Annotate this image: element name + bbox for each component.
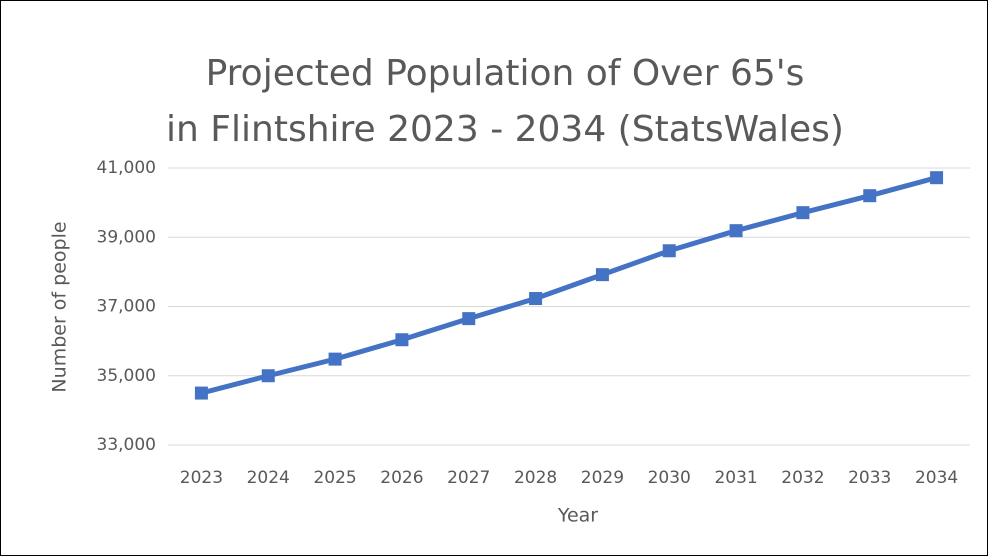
marker <box>395 333 409 347</box>
marker <box>863 189 877 203</box>
y-tick-label: 41,000 <box>97 158 156 178</box>
marker <box>328 352 342 366</box>
marker <box>930 171 944 185</box>
x-tick-label: 2024 <box>247 468 290 488</box>
marker <box>194 386 208 400</box>
x-tick-label: 2033 <box>848 468 891 488</box>
x-tick-label: 2025 <box>313 468 356 488</box>
x-tick-label: 2027 <box>447 468 490 488</box>
x-tick-label: 2032 <box>781 468 824 488</box>
chart-title: in Flintshire 2023 - 2034 (StatsWales) <box>166 109 844 150</box>
x-tick-label: 2029 <box>581 468 624 488</box>
marker <box>595 268 609 282</box>
marker <box>796 206 810 220</box>
y-tick-label: 39,000 <box>97 227 156 247</box>
marker <box>729 224 743 238</box>
y-axis-label: Number of people <box>49 221 71 392</box>
series-line <box>200 175 938 396</box>
x-axis-label: Year <box>557 505 598 527</box>
x-tick-label: 2026 <box>380 468 423 488</box>
y-tick-label: 37,000 <box>97 297 156 317</box>
marker <box>529 292 543 306</box>
y-tick-label: 33,000 <box>97 435 156 455</box>
chart-title: Projected Population of Over 65's <box>206 53 805 94</box>
x-tick-label: 2030 <box>648 468 691 488</box>
marker <box>261 369 275 383</box>
y-tick-label: 35,000 <box>97 366 156 386</box>
x-tick-label: 2023 <box>180 468 223 488</box>
x-tick-label: 2034 <box>915 468 958 488</box>
x-tick-label: 2028 <box>514 468 557 488</box>
x-tick-label: 2031 <box>714 468 757 488</box>
marker <box>462 312 476 326</box>
marker <box>662 244 676 258</box>
